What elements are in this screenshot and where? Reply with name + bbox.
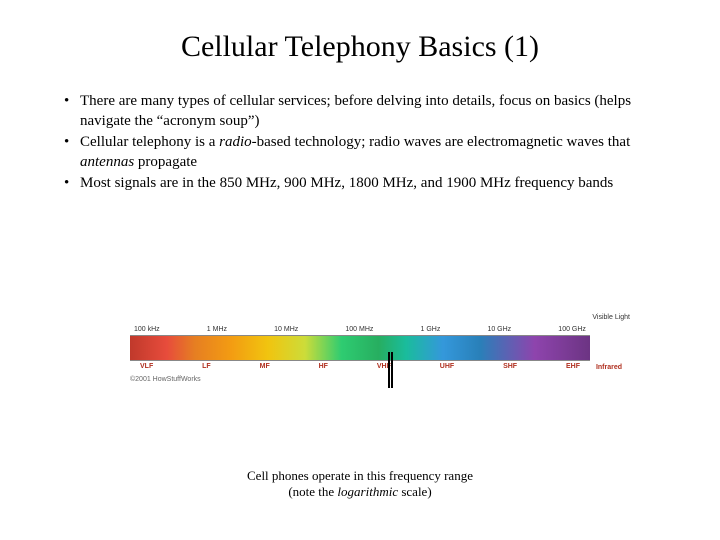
frequency-pointer (388, 352, 390, 388)
bullet-text: Cellular telephony is a (80, 134, 219, 150)
bullet-list: There are many types of cellular service… (60, 92, 660, 194)
bullet-text: Most signals are in the 850 MHz, 900 MHz… (80, 175, 613, 191)
band-label: LF (202, 363, 211, 370)
infrared-label: Infrared (596, 364, 622, 371)
freq-label: 10 GHz (487, 326, 511, 333)
freq-label: 100 kHz (134, 326, 160, 333)
caption-line: Cell phones operate in this frequency ra… (247, 468, 473, 483)
caption-line: (note the (288, 484, 337, 499)
copyright-text: ©2001 HowStuffWorks (130, 376, 590, 383)
visible-light-label: Visible Light (592, 314, 630, 322)
bullet-item: Most signals are in the 850 MHz, 900 MHz… (60, 174, 660, 194)
bullet-item: There are many types of cellular service… (60, 92, 660, 131)
band-label: VLF (140, 363, 153, 370)
band-labels-row: VLF LF MF HF VHF UHF SHF EHF (130, 361, 590, 370)
caption-line: scale) (398, 484, 432, 499)
slide-title: Cellular Telephony Basics (1) (60, 30, 660, 64)
spectrum-gradient-bar (130, 335, 590, 361)
bullet-text: There are many types of cellular service… (80, 93, 631, 129)
freq-label: 100 GHz (558, 326, 586, 333)
freq-label: 10 MHz (274, 326, 298, 333)
freq-label: 1 GHz (421, 326, 441, 333)
freq-label: 100 MHz (345, 326, 373, 333)
bullet-italic: radio (219, 134, 252, 150)
band-label: SHF (503, 363, 517, 370)
caption-italic: logarithmic (337, 484, 398, 499)
bullet-text: propagate (134, 154, 197, 170)
band-label: EHF (566, 363, 580, 370)
band-label: UHF (440, 363, 454, 370)
band-label: MF (260, 363, 270, 370)
band-label: HF (319, 363, 328, 370)
freq-label: 1 MHz (207, 326, 227, 333)
diagram-caption: Cell phones operate in this frequency ra… (0, 468, 720, 501)
bullet-item: Cellular telephony is a radio-based tech… (60, 133, 660, 172)
frequency-labels-row: 100 kHz 1 MHz 10 MHz 100 MHz 1 GHz 10 GH… (130, 326, 590, 335)
bullet-text: -based technology; radio waves are elect… (252, 134, 631, 150)
bullet-italic: antennas (80, 154, 134, 170)
spectrum-diagram: Visible Light 100 kHz 1 MHz 10 MHz 100 M… (130, 326, 590, 383)
